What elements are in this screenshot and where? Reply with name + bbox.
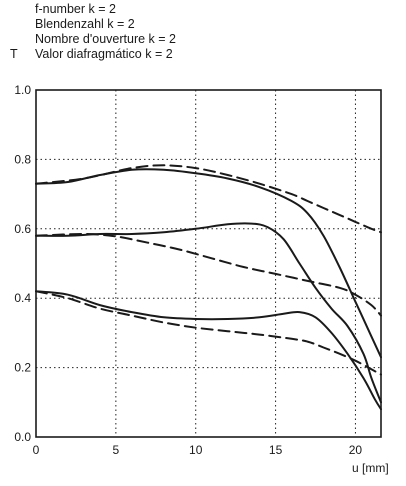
x-tick-label: 10 [189,443,203,457]
series-line-4-dashed [35,232,382,317]
plot-frame [35,89,382,438]
y-tick-label: 0.0 [14,430,31,444]
y-tick-label: 0.2 [14,361,31,375]
y-axis-title: T [10,47,18,61]
series-line-2-dashed [35,164,382,234]
y-tick-label: 0.8 [14,152,31,166]
series-line-6-dashed [35,290,382,376]
title-line-spanish: Valor diafragmático k = 2 [35,47,173,61]
x-tick-label: 0 [33,443,40,457]
title-line-french: Nombre d'ouverture k = 2 [35,32,176,46]
y-tick-label: 1.0 [14,83,31,97]
y-tick-label: 0.4 [14,291,31,305]
title-line-english: f-number k = 2 [35,2,116,16]
x-tick-label: 15 [269,443,283,457]
y-tick-label: 0.6 [14,222,31,236]
title-line-german: Blendenzahl k = 2 [35,17,135,31]
series-line-3-solid [35,222,382,404]
x-axis-title: u [mm] [352,461,389,475]
chart-title-block: f-number k = 2 Blendenzahl k = 2 Nombre … [0,0,406,80]
x-tick-label: 20 [349,443,363,457]
series-line-5-solid [35,290,382,411]
x-tick-label: 5 [113,443,120,457]
